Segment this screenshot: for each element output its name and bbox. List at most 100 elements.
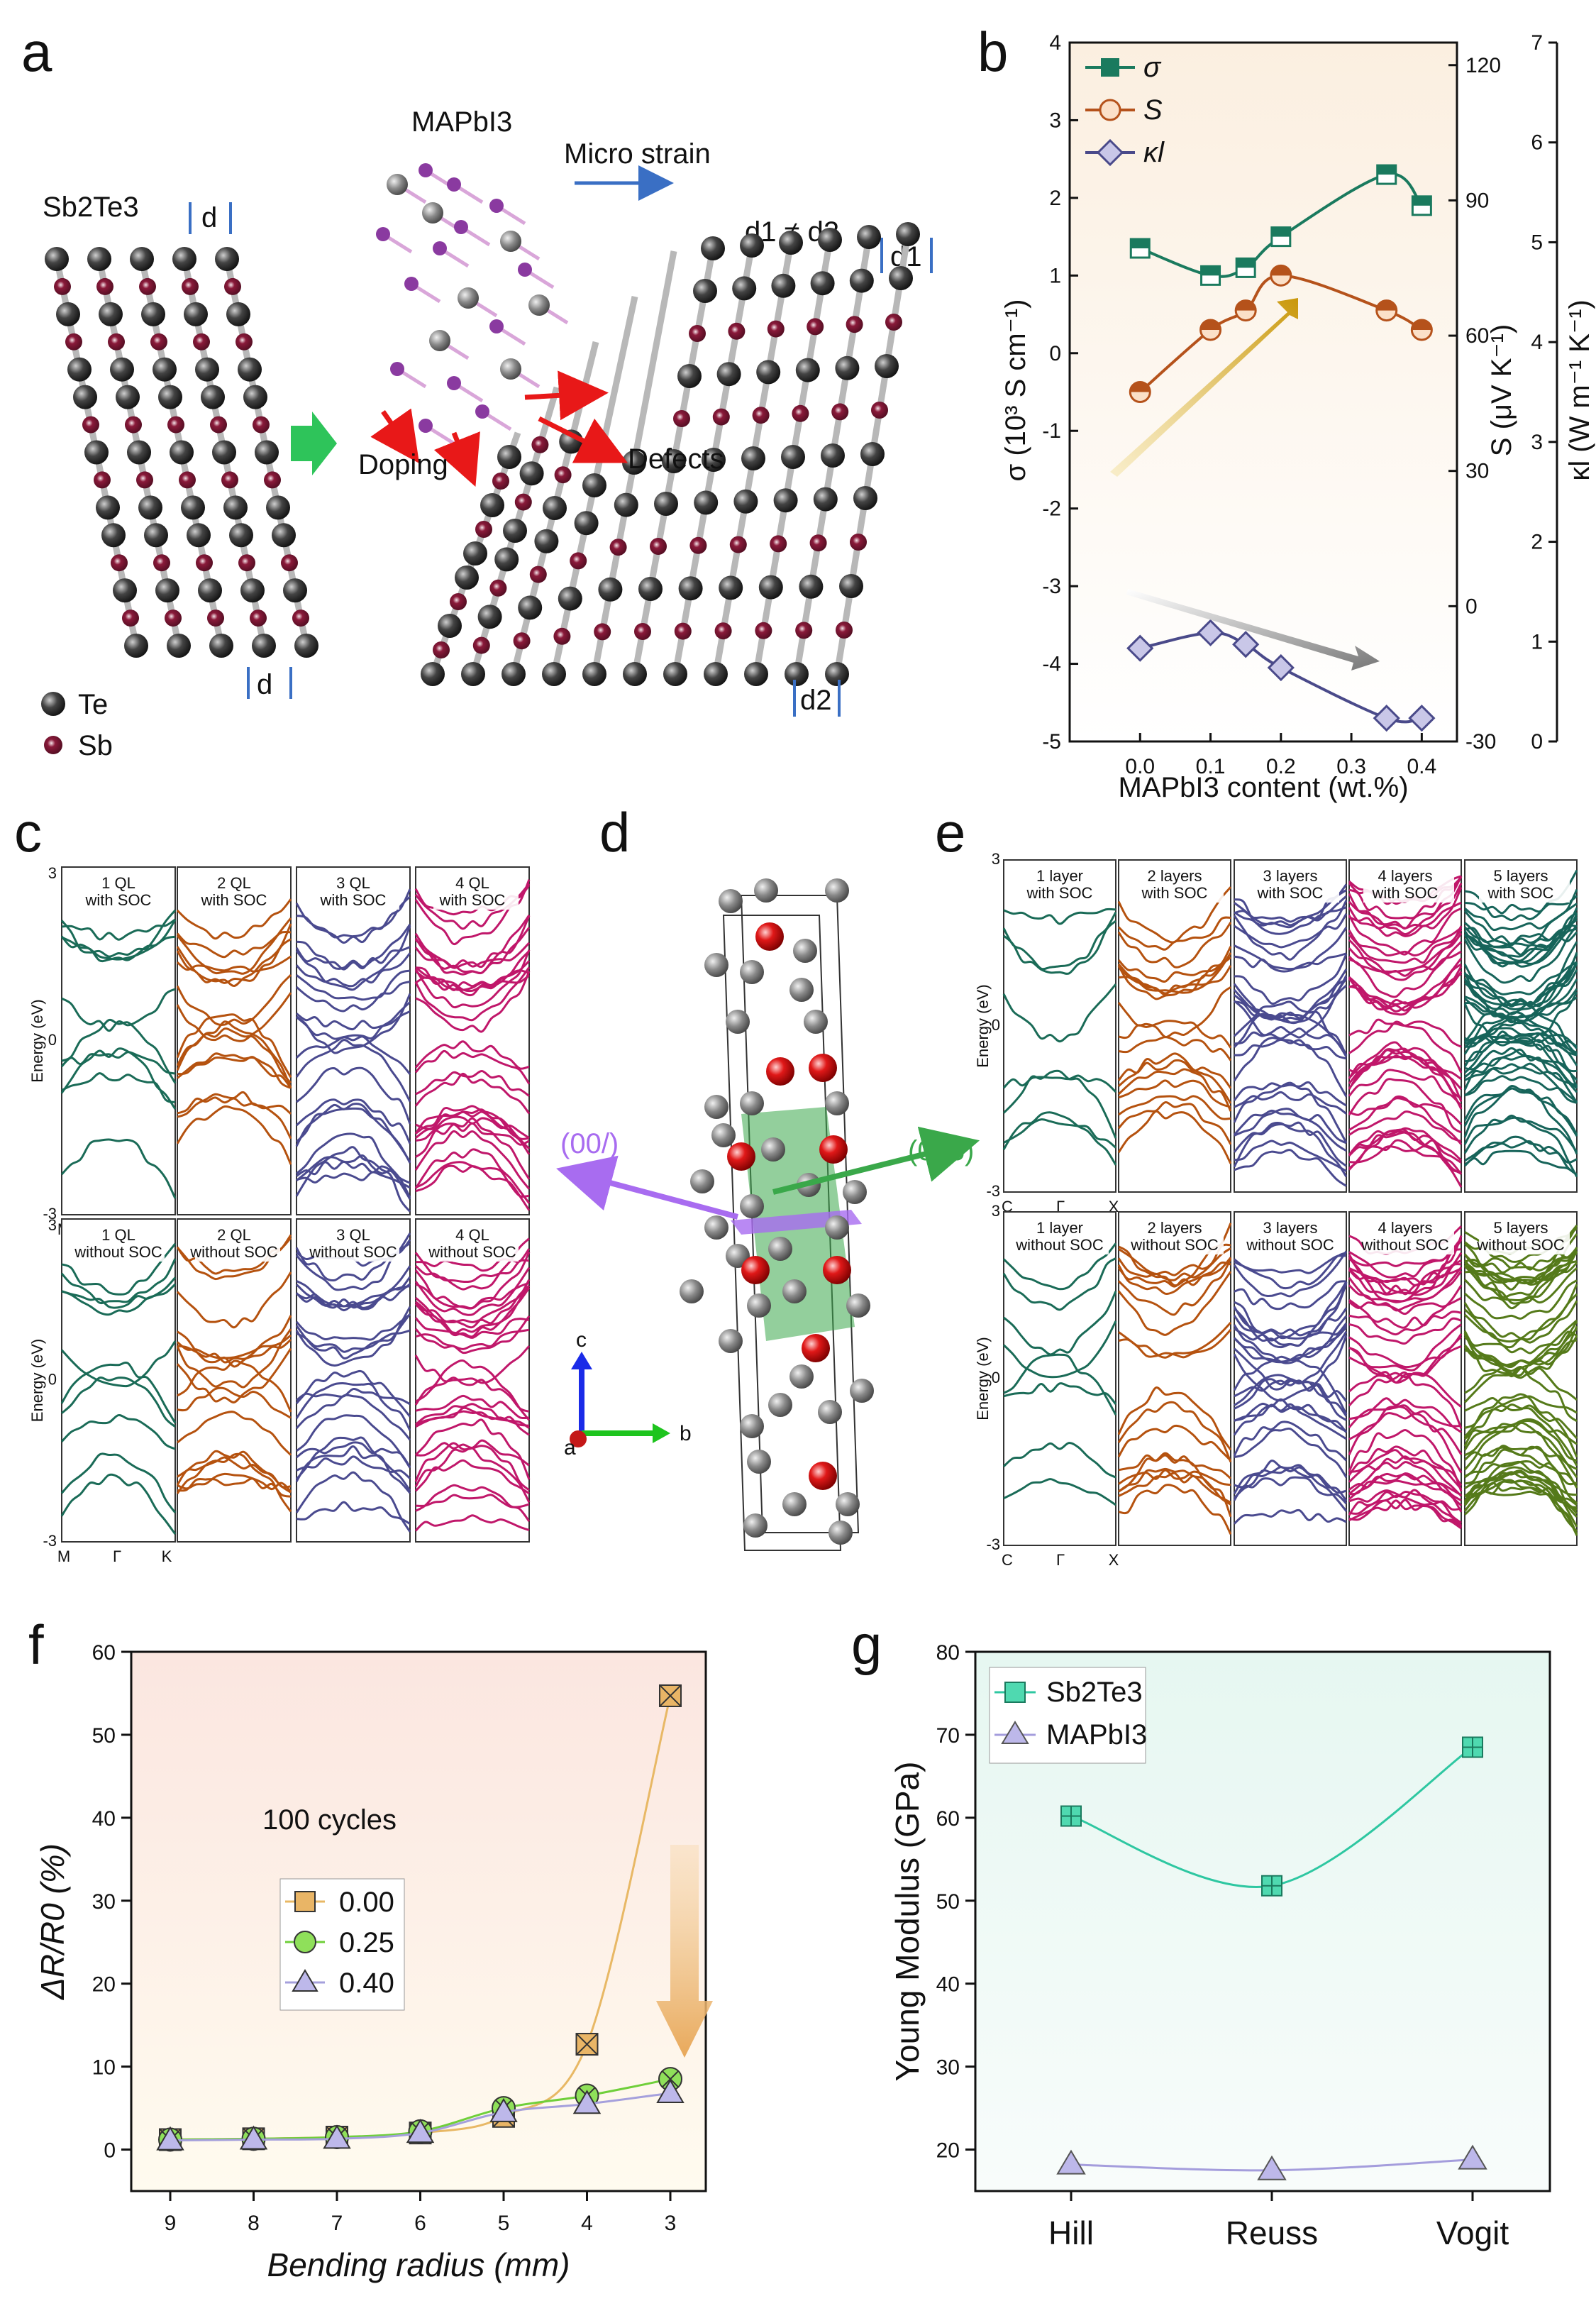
- band-line: [1464, 1366, 1578, 1401]
- te-atom: [829, 1521, 853, 1545]
- band-line: [415, 1406, 530, 1429]
- panel-d-label: d: [599, 801, 630, 864]
- te-atom: [582, 473, 606, 497]
- te-atom: [740, 1194, 764, 1218]
- e-kpoint: X: [1109, 1551, 1119, 1569]
- b-ytick-left: -5: [1042, 730, 1061, 754]
- band-line: [1233, 1466, 1348, 1512]
- c-ytick: 3: [48, 1216, 57, 1234]
- band-line: [1117, 1424, 1232, 1462]
- te-atom: [266, 495, 290, 520]
- band-line: [1234, 1403, 1347, 1433]
- e-title-line2: with SOC: [1026, 884, 1093, 902]
- band-line: [296, 1001, 411, 1040]
- te-atom: [740, 960, 764, 984]
- band-line: [1463, 1048, 1578, 1103]
- e-ylabel: Energy (eV): [974, 1337, 992, 1420]
- e-ytick: -3: [986, 1182, 1000, 1200]
- band-line: [1348, 1095, 1463, 1125]
- sb-atom: [82, 416, 99, 434]
- d-label-top: d: [201, 202, 217, 233]
- te-atom: [756, 360, 781, 385]
- te-atom: [622, 451, 646, 475]
- sb-atom: [472, 636, 490, 654]
- g-ytick: 70: [936, 1724, 960, 1748]
- band-line: [1463, 1116, 1578, 1178]
- te-atom: [711, 1123, 736, 1147]
- band-line: [295, 1283, 411, 1312]
- sb-atom: [767, 320, 785, 338]
- doping-label: Doping: [358, 449, 448, 480]
- sb-atom: [850, 534, 867, 551]
- sb2te3-title: Sb2Te3: [43, 192, 139, 223]
- band-line: [1348, 1455, 1463, 1497]
- e-title-line1: 3 layers: [1263, 867, 1317, 885]
- te-atom: [501, 662, 526, 686]
- band-line: [1002, 1069, 1117, 1139]
- te-atom: [558, 586, 582, 611]
- legend-kappa-icon: [1096, 138, 1124, 167]
- band-line: [1463, 1114, 1578, 1153]
- te-atom: [875, 354, 899, 378]
- band-line: [1003, 1353, 1117, 1416]
- panel-c-label: c: [14, 801, 42, 864]
- band-line: [295, 1146, 411, 1213]
- b-ytick-right1: -30: [1465, 730, 1496, 754]
- band-line: [295, 1445, 411, 1494]
- te-atom: [101, 523, 126, 548]
- band-line: [1117, 1257, 1232, 1295]
- e-title-line2: without SOC: [1476, 1236, 1565, 1254]
- band-line: [1463, 1251, 1578, 1285]
- band-line: [296, 1010, 411, 1031]
- band-line: [414, 914, 531, 969]
- band-line: [1348, 1284, 1463, 1336]
- band-line: [1464, 1279, 1578, 1320]
- band-line: [414, 1259, 530, 1284]
- te-atom: [141, 302, 165, 326]
- band-line: [1464, 1250, 1578, 1302]
- sb-atom: [513, 632, 531, 650]
- te-atom: [889, 266, 913, 290]
- sb-atom: [609, 539, 627, 556]
- b-ytick-left: 4: [1049, 31, 1061, 55]
- te-atom: [818, 1400, 842, 1424]
- band-line: [296, 1285, 411, 1309]
- legend-te: Te: [78, 689, 108, 720]
- b-ytick-right2: 5: [1531, 231, 1543, 254]
- band-line: [1463, 1393, 1578, 1458]
- band-line: [176, 1013, 292, 1078]
- band-line: [1348, 1069, 1463, 1107]
- te-atom: [272, 523, 296, 548]
- band-line: [1348, 1049, 1463, 1110]
- band-line: [176, 992, 292, 1042]
- b-legend-label: κl: [1143, 137, 1165, 168]
- f-ytick: 20: [92, 1973, 116, 1997]
- te-atom: [680, 1279, 704, 1303]
- band-line: [61, 918, 176, 941]
- te-atom: [761, 1137, 785, 1162]
- band-line: [1348, 950, 1462, 973]
- legend-025-icon: [294, 1931, 316, 1953]
- band-line: [1464, 1047, 1578, 1088]
- band-line: [296, 1154, 411, 1200]
- band-line: [296, 969, 411, 1001]
- mapbi3-title: MAPbI3: [411, 106, 512, 138]
- band-line: [60, 1047, 177, 1110]
- band-line: [415, 1117, 531, 1180]
- sb-atom: [712, 408, 730, 426]
- band-line: [1234, 927, 1348, 971]
- decrease-arrow-icon: [1126, 589, 1380, 671]
- band-line: [1003, 1291, 1117, 1356]
- te-atom: [654, 492, 678, 516]
- band-line: [1464, 1054, 1578, 1093]
- transform-arrow-icon: [291, 412, 337, 475]
- band-line: [1234, 1379, 1348, 1403]
- band-line: [1233, 1508, 1347, 1525]
- sb-atom: [125, 416, 142, 434]
- te-atom: [518, 595, 543, 620]
- e-title-line2: without SOC: [1015, 1236, 1104, 1254]
- sb-atom: [846, 316, 863, 333]
